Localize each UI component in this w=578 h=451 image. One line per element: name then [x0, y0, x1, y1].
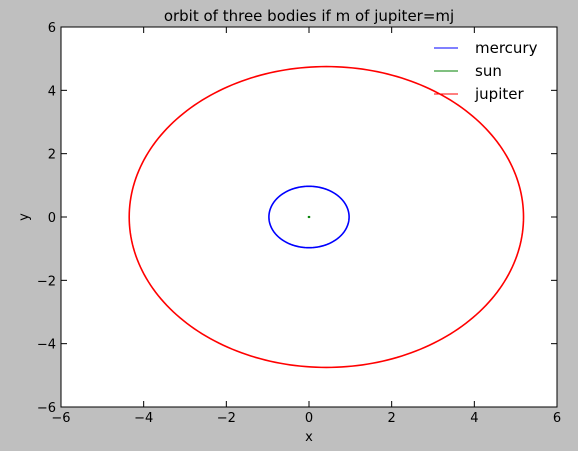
x-axis-label: x: [305, 430, 313, 445]
x-tick-label: −2: [217, 411, 236, 426]
y-tick-label: 0: [48, 211, 56, 226]
legend-jupiter-label: jupiter: [474, 85, 524, 103]
x-tick-label: 0: [305, 411, 313, 426]
legend: mercury sun jupiter: [434, 39, 538, 103]
x-tick-label: 6: [553, 411, 561, 426]
series-mercury-line: [268, 185, 350, 249]
y-tick-label: −2: [37, 274, 56, 289]
y-tick-label: −4: [37, 338, 56, 353]
series-layer: [128, 65, 525, 369]
plot-area: [61, 27, 557, 407]
y-axis-label: y: [17, 213, 32, 221]
y-tick-label: −6: [37, 401, 56, 416]
y-tick-label: 4: [48, 84, 56, 99]
x-tick-label: −4: [134, 411, 153, 426]
tick-layer: −6 −4 −2 0 2 4 6 −6 −4 −2 0 2 4 6: [37, 21, 561, 426]
x-tick-label: −6: [51, 411, 70, 426]
chart-title: orbit of three bodies if m of jupiter=mj: [164, 7, 454, 25]
legend-mercury-label: mercury: [475, 39, 538, 57]
y-tick-label: 6: [48, 21, 56, 36]
x-tick-label: 2: [388, 411, 396, 426]
y-tick-label: 2: [48, 148, 56, 163]
legend-sun-label: sun: [475, 62, 502, 80]
x-tick-label: 4: [470, 411, 478, 426]
series-sun-line: [307, 215, 311, 219]
series-jupiter-line: [128, 65, 525, 369]
